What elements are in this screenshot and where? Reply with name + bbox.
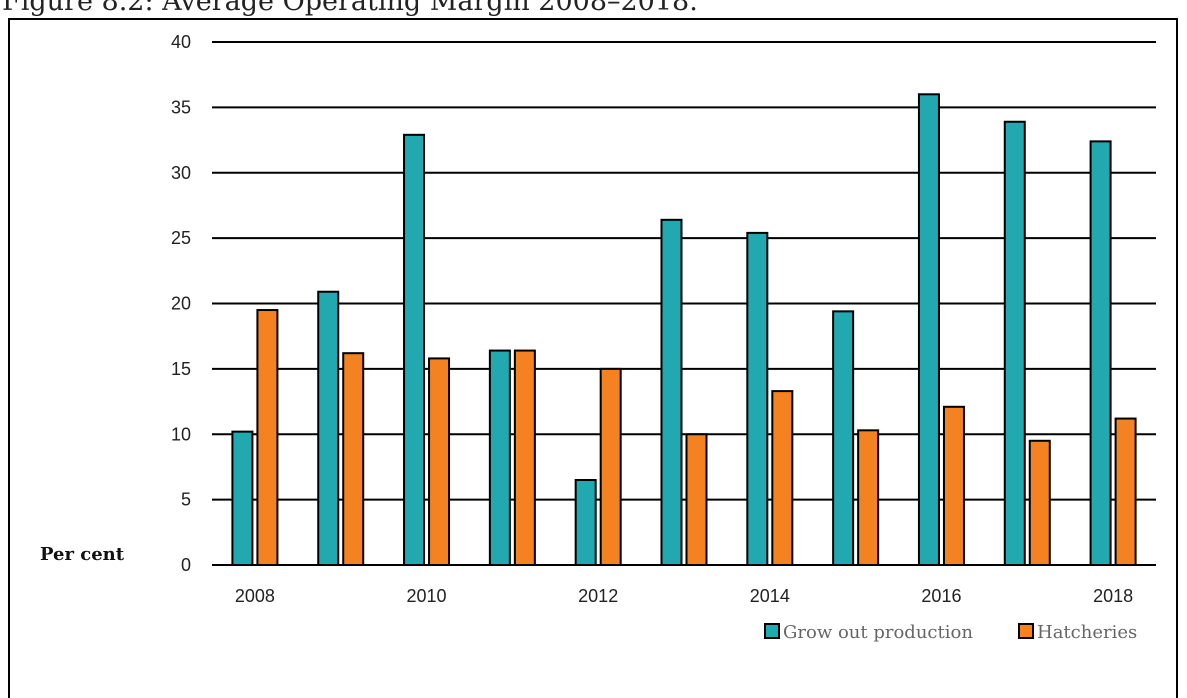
bar-grow-out-production-2015: [832, 310, 855, 566]
x-tick-label: 2018: [1093, 586, 1133, 606]
y-tick-label: 20: [171, 294, 191, 314]
y-tick-label: 25: [171, 228, 191, 248]
x-tick-label: 2016: [921, 586, 961, 606]
y-tick-label: 35: [171, 97, 191, 117]
gridlines: [212, 41, 1156, 566]
legend-swatch-hatcheries: [1018, 623, 1034, 639]
x-tick-labels: 2008 2010 2012 2014 2016 2018: [235, 586, 1133, 606]
bar-grow-out-production-2011: [488, 349, 511, 566]
legend-swatch-grow-out-production: [764, 623, 780, 639]
bar-grow-out-production-2009: [317, 290, 340, 566]
y-tick-label: 40: [171, 32, 191, 52]
legend-label-hatcheries: Hatcheries: [1037, 622, 1137, 643]
legend: Grow out production Hatcheries: [764, 622, 1137, 643]
bar-grow-out-production-2018: [1089, 140, 1112, 566]
bar-hatcheries-2018: [1114, 417, 1137, 566]
bar-grow-out-production-2008: [231, 430, 254, 567]
y-tick-label: 10: [171, 424, 191, 444]
bar-hatcheries-2008: [256, 309, 279, 566]
bar-hatcheries-2009: [342, 352, 365, 566]
bar-hatcheries-2017: [1028, 439, 1051, 567]
y-tick-label: 30: [171, 163, 191, 183]
bar-hatcheries-2016: [942, 405, 965, 567]
y-tick-labels: 0 5 10 15 20 25 30 35 40: [171, 32, 191, 575]
bar-hatcheries-2012: [599, 367, 622, 566]
bar-hatcheries-2014: [771, 390, 794, 567]
bar-grow-out-production-2012: [574, 479, 597, 567]
y-axis-label: Per cent: [40, 544, 125, 565]
bars: [231, 93, 1137, 567]
legend-label-grow-out-production: Grow out production: [783, 622, 973, 643]
y-tick-label: 0: [181, 555, 191, 575]
x-tick-label: 2014: [750, 586, 790, 606]
y-tick-label: 15: [171, 359, 191, 379]
bar-grow-out-production-2014: [746, 231, 769, 567]
bar-grow-out-production-2017: [1003, 120, 1026, 566]
bar-grow-out-production-2016: [917, 93, 940, 567]
bar-grow-out-production-2013: [660, 218, 683, 566]
bar-hatcheries-2013: [685, 433, 708, 566]
bar-chart: 0 5 10 15 20 25 30 35 40 2008 2010 2012 2014 2016 201…: [40, 32, 1156, 643]
chart-title: Figure 8.2: Average Operating Margin 200…: [2, 0, 698, 17]
y-tick-label: 5: [181, 490, 191, 510]
bar-hatcheries-2015: [857, 429, 880, 567]
bar-grow-out-production-2010: [403, 133, 426, 567]
bar-hatcheries-2011: [513, 349, 536, 566]
x-tick-label: 2010: [407, 586, 447, 606]
x-tick-label: 2008: [235, 586, 275, 606]
figure-frame: [8, 18, 1178, 698]
bar-hatcheries-2010: [428, 357, 451, 567]
x-tick-label: 2012: [578, 586, 618, 606]
